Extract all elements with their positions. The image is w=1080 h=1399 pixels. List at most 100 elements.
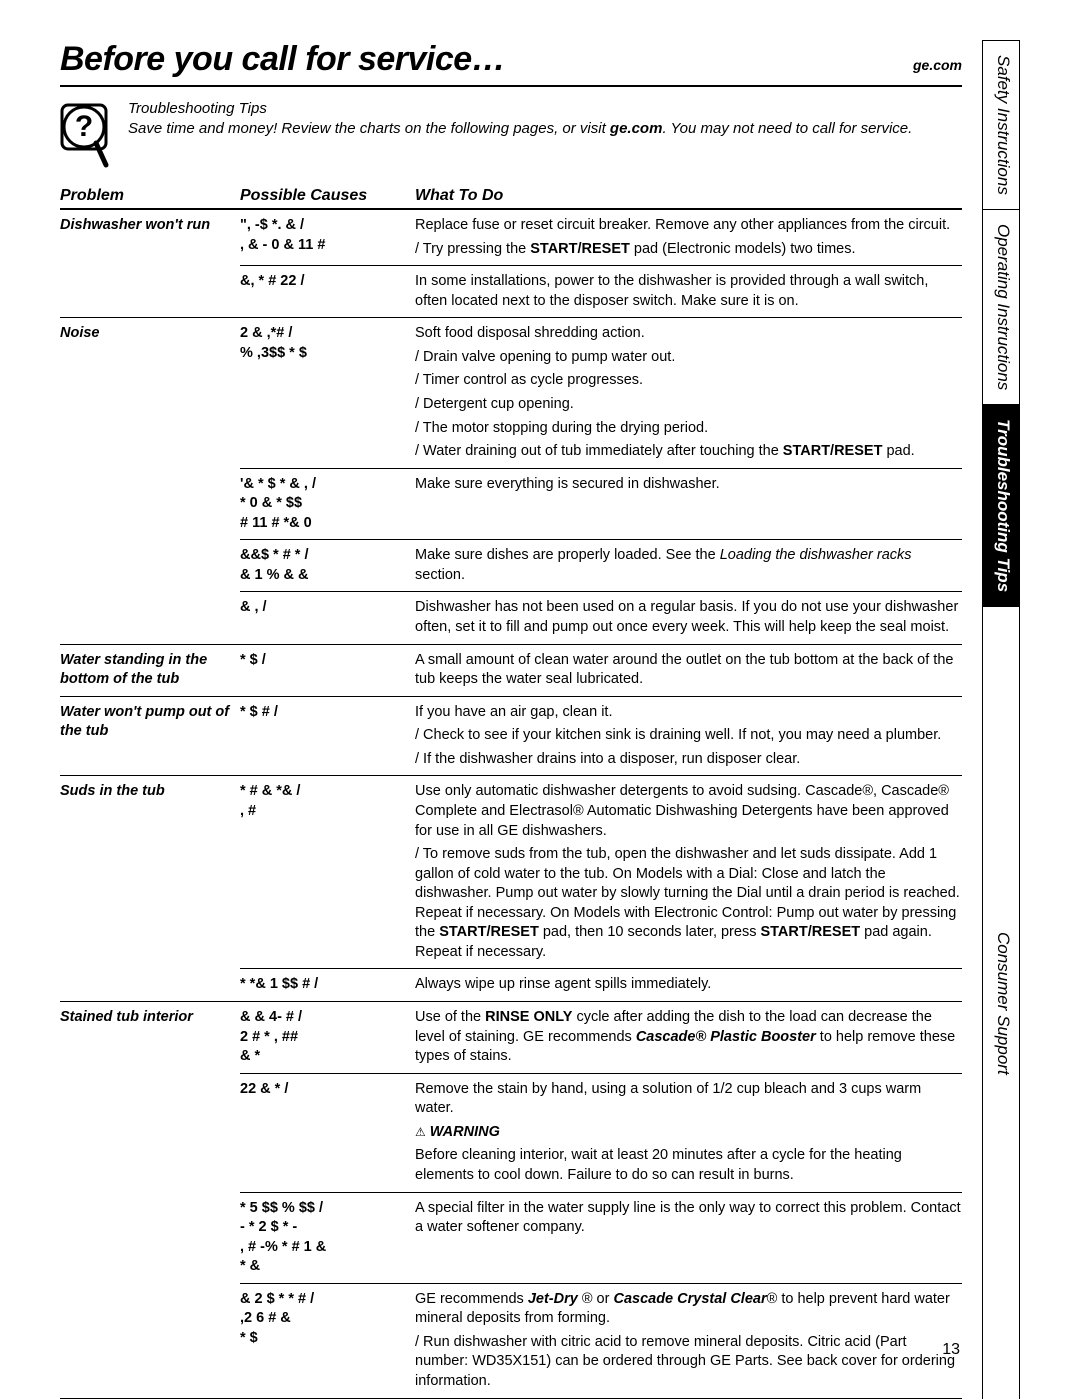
what-item: A special filter in the water supply lin… <box>415 1199 962 1238</box>
what-cell: Always wipe up rinse agent spills immedi… <box>415 975 962 995</box>
tips-heading: Troubleshooting Tips <box>128 99 912 119</box>
cause-cell: * # & *& / , # <box>240 782 415 962</box>
what-item: Make sure everything is secured in dishw… <box>415 475 962 495</box>
table-row: Noise2 & ,*# / % ,3$$ * $Soft food dispo… <box>60 318 962 644</box>
svg-text:?: ? <box>75 110 93 143</box>
cause-cell: ", -$ *. & / , & - 0 & 11 # <box>240 216 415 259</box>
what-item: / Run dishwasher with citric acid to rem… <box>415 1333 962 1392</box>
what-cell: A special filter in the water supply lin… <box>415 1199 962 1277</box>
cause-row: ", -$ *. & / , & - 0 & 11 #Replace fuse … <box>240 210 962 266</box>
what-item: Use only automatic dishwasher detergents… <box>415 782 962 841</box>
side-tab[interactable]: Operating Instructions <box>983 210 1019 405</box>
what-item: / Try pressing the START/RESET pad (Elec… <box>415 240 962 260</box>
what-item: Soft food disposal shredding action. <box>415 324 962 344</box>
cause-cell: '& * $ * & , / * 0 & * $$ # 11 # *& 0 <box>240 475 415 534</box>
col-what: What To Do <box>415 187 962 205</box>
tips-body-pre: Save time and money! Review the charts o… <box>128 120 610 137</box>
table-row: Stained tub interior& & 4- # / 2 # * , #… <box>60 1002 962 1399</box>
cause-row: * # & *& / , #Use only automatic dishwas… <box>240 776 962 969</box>
cause-what-group: 2 & ,*# / % ,3$$ * $Soft food disposal s… <box>240 318 962 643</box>
table-row: Dishwasher won't run", -$ *. & / , & - 0… <box>60 210 962 318</box>
cause-what-group: * $ # /If you have an air gap, clean it.… <box>240 697 962 776</box>
cause-row: '& * $ * & , / * 0 & * $$ # 11 # *& 0Mak… <box>240 469 962 541</box>
what-item: Before cleaning interior, wait at least … <box>415 1146 962 1185</box>
what-item: / The motor stopping during the drying p… <box>415 419 962 439</box>
what-cell: Make sure dishes are properly loaded. Se… <box>415 546 962 585</box>
side-tab[interactable]: Safety Instructions <box>983 41 1019 210</box>
what-cell: Remove the stain by hand, using a soluti… <box>415 1080 962 1186</box>
what-cell: A small amount of clean water around the… <box>415 651 962 690</box>
cause-row: & 2 $ * * # / ,2 6 # & * $GE recommends … <box>240 1284 962 1398</box>
problem-cell: Suds in the tub <box>60 776 240 1001</box>
what-cell: Make sure everything is secured in dishw… <box>415 475 962 534</box>
tips-block: ? Troubleshooting Tips Save time and mon… <box>60 99 962 169</box>
what-item: Remove the stain by hand, using a soluti… <box>415 1080 962 1119</box>
what-item: A small amount of clean water around the… <box>415 651 962 690</box>
cause-cell: 22 & * / <box>240 1080 415 1186</box>
cause-cell: * 5 $$ % $$ / - * 2 $ * - , # -% * # 1 &… <box>240 1199 415 1277</box>
cause-cell: 2 & ,*# / % ,3$$ * $ <box>240 324 415 461</box>
side-tab[interactable]: Troubleshooting Tips <box>983 405 1019 607</box>
cause-row: &, * # 22 /In some installations, power … <box>240 266 962 317</box>
what-item: Make sure dishes are properly loaded. Se… <box>415 546 962 585</box>
cause-row: * *& 1 $$ # /Always wipe up rinse agent … <box>240 969 962 1001</box>
what-item: / Water draining out of tub immediately … <box>415 442 962 462</box>
cause-what-group: * $ /A small amount of clean water aroun… <box>240 645 962 696</box>
what-cell: Use of the RINSE ONLY cycle after adding… <box>415 1008 962 1067</box>
what-item: / If the dishwasher drains into a dispos… <box>415 750 962 770</box>
what-item: ⚠ WARNING <box>415 1123 962 1143</box>
tips-body-bold: ge.com <box>610 120 663 137</box>
what-cell: Dishwasher has not been used on a regula… <box>415 598 962 637</box>
what-item: / Check to see if your kitchen sink is d… <box>415 726 962 746</box>
cause-row: * $ # /If you have an air gap, clean it.… <box>240 697 962 776</box>
page-header: Before you call for service… ge.com <box>60 40 962 87</box>
cause-row: 22 & * /Remove the stain by hand, using … <box>240 1074 962 1193</box>
table-row: Water won't pump out of the tub* $ # /If… <box>60 697 962 777</box>
what-cell: Use only automatic dishwasher detergents… <box>415 782 962 962</box>
cause-cell: &, * # 22 / <box>240 272 415 311</box>
cause-cell: & , / <box>240 598 415 637</box>
problem-cell: Dishwasher won't run <box>60 210 240 317</box>
what-cell: In some installations, power to the dish… <box>415 272 962 311</box>
cause-row: &&$ * # * / & 1 % & &Make sure dishes ar… <box>240 540 962 592</box>
cause-cell: &&$ * # * / & 1 % & & <box>240 546 415 585</box>
what-item: If you have an air gap, clean it. <box>415 703 962 723</box>
what-cell: Soft food disposal shredding action. / Dr… <box>415 324 962 461</box>
col-causes: Possible Causes <box>240 187 415 205</box>
what-cell: Replace fuse or reset circuit breaker. R… <box>415 216 962 259</box>
cause-row: * $ /A small amount of clean water aroun… <box>240 645 962 696</box>
what-item: GE recommends Jet-Dry ® or Cascade Cryst… <box>415 1290 962 1329</box>
what-item: / Detergent cup opening. <box>415 395 962 415</box>
what-item: Always wipe up rinse agent spills immedi… <box>415 975 962 995</box>
table-header: Problem Possible Causes What To Do <box>60 187 962 210</box>
cause-cell: * $ # / <box>240 703 415 770</box>
table-row: Water standing in the bottom of the tub*… <box>60 645 962 697</box>
site-link[interactable]: ge.com <box>913 57 962 73</box>
what-item: Use of the RINSE ONLY cycle after adding… <box>415 1008 962 1067</box>
cause-cell: * *& 1 $$ # / <box>240 975 415 995</box>
what-item: / Timer control as cycle progresses. <box>415 371 962 391</box>
problem-cell: Stained tub interior <box>60 1002 240 1398</box>
cause-row: & , /Dishwasher has not been used on a r… <box>240 592 962 643</box>
what-cell: GE recommends Jet-Dry ® or Cascade Cryst… <box>415 1290 962 1392</box>
cause-cell: * $ / <box>240 651 415 690</box>
page-number: 13 <box>942 1341 960 1359</box>
cause-row: 2 & ,*# / % ,3$$ * $Soft food disposal s… <box>240 318 962 468</box>
cause-cell: & 2 $ * * # / ,2 6 # & * $ <box>240 1290 415 1392</box>
what-item: / To remove suds from the tub, open the … <box>415 845 962 962</box>
what-item: Replace fuse or reset circuit breaker. R… <box>415 216 962 236</box>
cause-row: * 5 $$ % $$ / - * 2 $ * - , # -% * # 1 &… <box>240 1193 962 1284</box>
page-title: Before you call for service… <box>60 40 505 79</box>
question-magnifier-icon: ? <box>60 99 110 169</box>
side-tab[interactable]: Consumer Support <box>983 607 1019 1398</box>
what-item: / Drain valve opening to pump water out. <box>415 348 962 368</box>
troubleshooting-table: Dishwasher won't run", -$ *. & / , & - 0… <box>60 210 962 1399</box>
what-cell: If you have an air gap, clean it. / Check… <box>415 703 962 770</box>
table-row: Suds in the tub* # & *& / , #Use only au… <box>60 776 962 1002</box>
what-item: In some installations, power to the dish… <box>415 272 962 311</box>
cause-what-group: * # & *& / , #Use only automatic dishwas… <box>240 776 962 1001</box>
cause-what-group: ", -$ *. & / , & - 0 & 11 #Replace fuse … <box>240 210 962 317</box>
col-problem: Problem <box>60 187 240 205</box>
tips-text: Troubleshooting Tips Save time and money… <box>128 99 912 169</box>
problem-cell: Water won't pump out of the tub <box>60 697 240 776</box>
